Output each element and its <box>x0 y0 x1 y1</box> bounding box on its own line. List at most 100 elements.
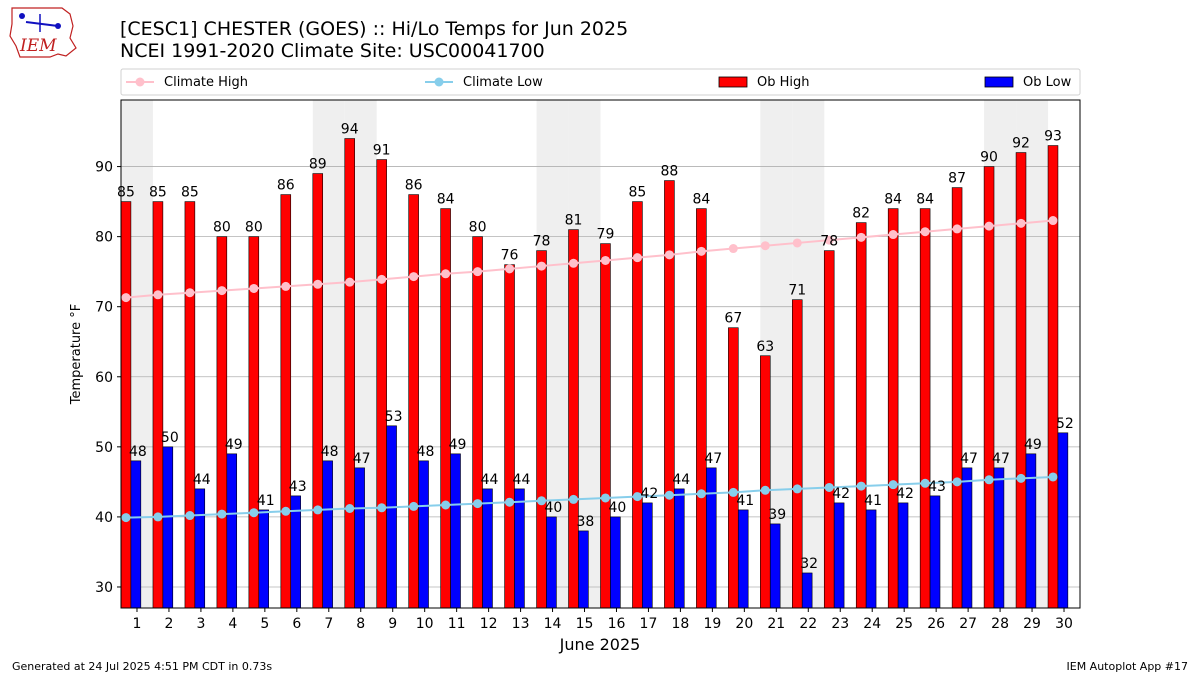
chart-title: [CESC1] CHESTER (GOES) :: Hi/Lo Temps fo… <box>120 18 628 40</box>
x-tick-label-1: 1 <box>133 616 142 632</box>
ob-high-bar-day-23 <box>823 250 835 609</box>
ob-low-bar-day-26 <box>929 495 941 609</box>
legend-item-climate-low: Climate Low <box>425 75 543 90</box>
climate-high-point-day-11 <box>441 269 451 279</box>
ob-low-label-day-28: 47 <box>992 451 1010 467</box>
climate-low-point-day-12 <box>473 499 483 509</box>
ob-high-bar-day-15 <box>568 229 579 609</box>
ob-high-bar-day-27 <box>951 187 963 609</box>
ob-low-label-day-26: 43 <box>928 479 946 495</box>
ob-high-label-day-19: 84 <box>692 192 710 208</box>
climate-high-point-day-14 <box>537 261 547 271</box>
x-tick-label-3: 3 <box>196 616 205 632</box>
ob-low-label-day-12: 44 <box>481 472 499 488</box>
climate-high-point-day-21 <box>760 241 770 251</box>
climate-high-point-day-22 <box>792 238 802 248</box>
legend: Climate High Climate Low Ob High Ob Low <box>120 68 1081 96</box>
ob-high-bar-day-13 <box>504 264 515 609</box>
ob-low-label-day-18: 44 <box>672 472 690 488</box>
ob-high-bar-day-26 <box>919 208 931 609</box>
ob-low-label-day-23: 42 <box>832 486 850 502</box>
climate-low-point-day-11 <box>441 500 451 510</box>
ob-high-label-day-27: 87 <box>948 171 966 187</box>
ob-low-label-day-24: 41 <box>864 493 882 509</box>
ob-high-label-day-11: 84 <box>437 192 455 208</box>
ob-high-label-day-5: 80 <box>245 220 263 236</box>
ob-high-label-day-15: 81 <box>565 213 583 229</box>
ob-low-label-day-29: 49 <box>1024 437 1042 453</box>
legend-item-climate-high: Climate High <box>126 75 248 90</box>
footer-generated: Generated at 24 Jul 2025 4:51 PM CDT in … <box>12 660 272 673</box>
climate-high-point-day-8 <box>345 277 355 287</box>
ob-low-label-day-27: 47 <box>960 451 978 467</box>
climate-high-point-day-24 <box>856 232 866 242</box>
ob-low-bar-day-19 <box>706 467 717 609</box>
legend-item-ob-low: Ob Low <box>984 75 1072 90</box>
ob-high-bar-day-9 <box>376 159 387 609</box>
climate-high-point-day-2 <box>153 290 163 300</box>
x-tick-label-26: 26 <box>927 616 945 632</box>
ob-high-bar-day-14 <box>536 250 547 609</box>
climate-low-point-day-24 <box>856 481 866 491</box>
climate-low-point-day-10 <box>409 501 419 511</box>
ob-low-label-day-6: 43 <box>289 479 307 495</box>
ob-low-bar-day-23 <box>833 502 845 609</box>
ob-low-bar-day-25 <box>897 502 909 609</box>
climate-low-point-day-3 <box>185 511 195 521</box>
climate-low-point-day-20 <box>728 487 738 497</box>
ob-high-label-day-26: 84 <box>916 192 934 208</box>
y-tick-label-60: 60 <box>95 370 113 386</box>
ob-low-bar-day-9 <box>386 425 397 609</box>
x-tick-label-29: 29 <box>1023 616 1041 632</box>
ob-low-bar-day-3 <box>194 488 206 609</box>
climate-low-point-day-16 <box>600 493 610 503</box>
legend-item-ob-high: Ob High <box>718 75 810 90</box>
ob-high-label-day-1: 85 <box>117 185 135 201</box>
ob-high-bar-day-2 <box>152 201 164 609</box>
plot-frame <box>120 99 1081 609</box>
ob-low-label-day-21: 39 <box>768 507 786 523</box>
climate-high-point-day-29 <box>1016 218 1026 228</box>
climate-low-point-day-27 <box>952 477 962 487</box>
ob-low-bar-day-27 <box>961 467 973 609</box>
climate-high-point-day-7 <box>313 279 323 289</box>
y-tick-label-50: 50 <box>95 440 113 456</box>
x-tick-label-24: 24 <box>863 616 881 632</box>
ob-low-label-day-3: 44 <box>193 472 211 488</box>
ob-high-label-day-23: 78 <box>820 234 838 250</box>
climate-high-point-day-25 <box>888 230 898 240</box>
x-tick-label-10: 10 <box>416 616 434 632</box>
ob-high-label-day-20: 67 <box>724 311 742 327</box>
climate-low-point-day-26 <box>920 478 930 488</box>
climate-high-point-day-10 <box>409 272 419 282</box>
x-tick-label-21: 21 <box>767 616 785 632</box>
climate-high-point-day-6 <box>281 281 291 291</box>
climate-high-point-day-9 <box>377 274 387 284</box>
x-tick-label-27: 27 <box>959 616 977 632</box>
ob-low-bar-day-6 <box>290 495 301 609</box>
ob-low-label-day-11: 49 <box>449 437 467 453</box>
ob-high-bar-day-28 <box>983 166 995 609</box>
x-tick-label-7: 7 <box>324 616 333 632</box>
ob-low-bar-day-20 <box>737 509 749 609</box>
climate-low-point-day-21 <box>760 485 770 495</box>
ob-low-bar-day-11 <box>450 453 461 609</box>
ob-high-label-day-21: 63 <box>756 339 774 355</box>
climate-high-point-day-4 <box>217 286 227 296</box>
ob-low-bar-day-15 <box>578 530 589 609</box>
x-tick-label-18: 18 <box>672 616 690 632</box>
ob-low-label-day-2: 50 <box>161 430 179 446</box>
climate-high-line <box>125 219 1054 299</box>
x-tick-label-17: 17 <box>640 616 658 632</box>
climate-low-point-day-23 <box>824 482 834 492</box>
ob-high-bar-day-25 <box>887 208 899 609</box>
ob-low-bar-day-18 <box>674 488 685 609</box>
ob-low-label-day-17: 42 <box>640 486 658 502</box>
x-tick-label-12: 12 <box>480 616 498 632</box>
logo-wire <box>25 21 59 27</box>
ob-high-label-day-4: 80 <box>213 220 231 236</box>
climate-high-point-day-16 <box>600 255 610 265</box>
climate-high-point-day-3 <box>185 288 195 298</box>
ob-low-label-day-20: 41 <box>736 493 754 509</box>
